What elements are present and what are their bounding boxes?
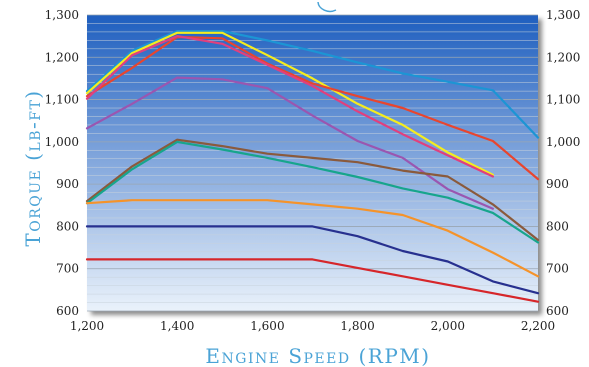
series-line-7 (85, 140, 540, 244)
series-line-1 (85, 30, 540, 139)
series-line-8 (85, 199, 540, 278)
y-tick-label-right: 900 (546, 177, 569, 191)
x-tick-label: 1,800 (340, 319, 374, 333)
y-tick-label-right: 1,000 (546, 135, 580, 149)
y-tick-label-left: 1,200 (45, 50, 79, 64)
series-line-9 (85, 225, 540, 295)
y-axis-right: 600 700 800 900 1,000 1,100 1,200 1,300 (546, 8, 580, 318)
y-tick-label-right: 800 (546, 219, 569, 233)
y-axis-left: 600 700 800 900 1,000 1,100 1,200 1,300 (45, 8, 79, 318)
series-line-10 (85, 258, 540, 303)
series-layer (85, 30, 540, 303)
x-tick-label: 2,200 (521, 319, 555, 333)
y-tick-label-right: 700 (546, 262, 569, 276)
y-tick-label-left: 600 (56, 304, 79, 318)
series-line-6 (85, 138, 540, 242)
y-tick-label-right: 600 (546, 304, 569, 318)
series-line-4 (85, 35, 494, 178)
x-axis: 1,200 1,400 1,600 1,800 2,000 2,200 (70, 319, 555, 333)
series-line-3 (85, 35, 540, 181)
y-tick-label-left: 900 (56, 177, 79, 191)
y-tick-label-right: 1,100 (546, 93, 580, 107)
x-tick-label: 1,400 (160, 319, 194, 333)
y-tick-label-left: 1,000 (45, 135, 79, 149)
y-tick-label-left: 1,100 (45, 93, 79, 107)
y-axis-title: Torque (lb-ft) (21, 89, 45, 246)
y-tick-label-right: 1,300 (546, 8, 580, 22)
y-tick-label-left: 1,300 (45, 8, 79, 22)
x-tick-label: 2,000 (431, 319, 465, 333)
x-axis-title: Engine Speed (RPM) (205, 344, 430, 367)
y-tick-label-left: 800 (56, 219, 79, 233)
logo-arc-decoration (317, 1, 337, 13)
x-tick-label: 1,200 (70, 319, 104, 333)
x-tick-label: 1,600 (250, 319, 284, 333)
y-tick-label-left: 700 (56, 262, 79, 276)
y-tick-label-right: 1,200 (546, 50, 580, 64)
series-line-2 (85, 31, 494, 176)
